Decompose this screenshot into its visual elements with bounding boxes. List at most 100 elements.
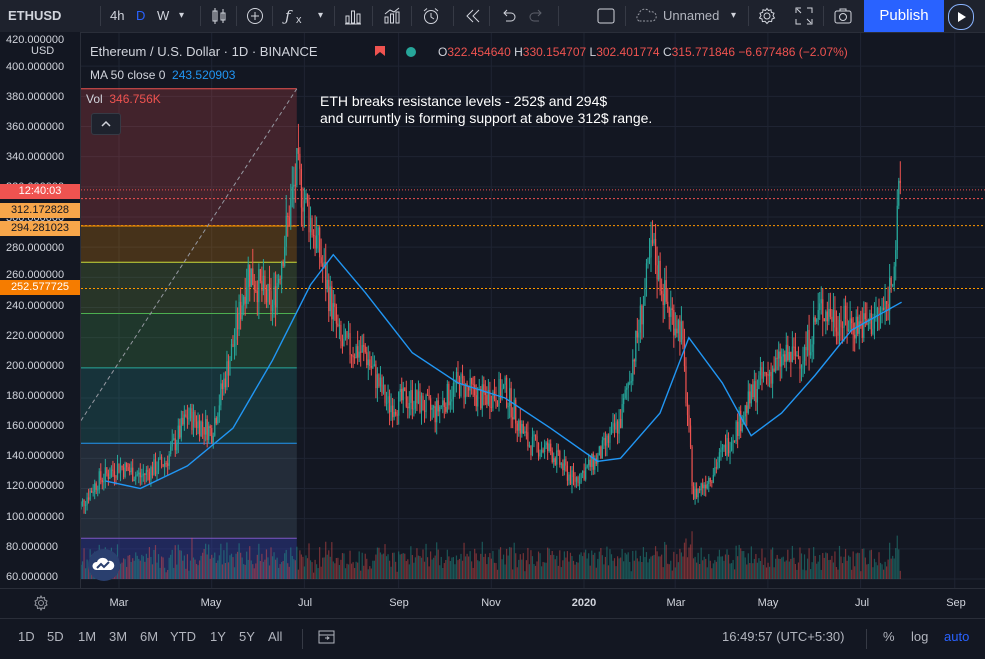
volume-bar	[233, 567, 236, 579]
candle-body	[323, 261, 325, 267]
volume-bar	[350, 563, 353, 579]
layout-dropdown-icon[interactable]: ▾	[731, 10, 737, 21]
volume-bar	[434, 555, 436, 579]
volume-bar	[129, 554, 131, 579]
auto-toggle[interactable]: auto	[944, 629, 970, 644]
financials-icon[interactable]	[344, 7, 362, 25]
candle-body	[202, 421, 204, 428]
range-all[interactable]: All	[268, 629, 283, 644]
candle-body	[762, 371, 765, 379]
price-axis[interactable]: 420.000000 USD 400.000000 380.000000 360…	[0, 32, 81, 588]
x-tick-label: Jul	[297, 597, 313, 609]
volume-bar	[176, 564, 178, 579]
interval-week[interactable]: W	[157, 8, 170, 23]
symbol-title[interactable]: Ethereum / U.S. Dollar · 1D · BINANCE	[90, 44, 318, 59]
candle-body	[554, 458, 556, 465]
clock-timezone[interactable]: 16:49:57 (UTC+5:30)	[722, 629, 845, 644]
volume-bar	[509, 547, 511, 579]
range-5y[interactable]: 5Y	[239, 629, 255, 644]
candle-body	[699, 489, 701, 491]
interval-dropdown-icon[interactable]: ▾	[179, 10, 185, 21]
log-toggle[interactable]: log	[911, 629, 929, 644]
fullscreen-box-icon[interactable]	[597, 7, 615, 25]
replay-icon[interactable]	[464, 7, 482, 25]
volume-bar	[320, 566, 322, 579]
symbol-search[interactable]: ETHUSD	[8, 8, 62, 23]
indicators-dropdown-icon[interactable]: ▾	[318, 10, 324, 21]
volume-bar	[395, 561, 397, 579]
axis-settings-icon[interactable]	[33, 595, 49, 611]
volume-bar	[474, 548, 476, 579]
redo-icon[interactable]	[528, 7, 546, 25]
fullscreen-icon[interactable]	[795, 7, 813, 25]
tradingview-logo[interactable]	[88, 549, 120, 581]
range-1m[interactable]: 1M	[78, 629, 97, 644]
volume-bar	[334, 563, 336, 579]
collapse-legend-button[interactable]	[91, 113, 121, 135]
ma-legend[interactable]: MA 50 close 0 243.520903	[90, 68, 236, 82]
candle-body	[872, 328, 874, 334]
candle-body	[373, 364, 375, 367]
interval-day[interactable]: D	[136, 8, 146, 23]
publish-play-button[interactable]	[948, 4, 974, 30]
volume-bar	[785, 560, 787, 579]
volume-bar	[174, 545, 176, 579]
volume-bar	[747, 553, 749, 579]
range-3m[interactable]: 3M	[109, 629, 128, 644]
chart-annotation[interactable]: ETH breaks resistance levels - 252$ and …	[320, 93, 652, 127]
candle-body	[507, 406, 509, 408]
volume-bar	[410, 546, 412, 579]
volume-bar	[507, 555, 509, 579]
camera-icon[interactable]	[834, 7, 852, 25]
x-tick-label: Mar	[666, 597, 686, 609]
volume-bar	[388, 560, 391, 579]
layout-name[interactable]: Unnamed	[663, 8, 720, 23]
volume-bar	[800, 553, 803, 579]
volume-bar	[195, 563, 198, 579]
range-1y[interactable]: 1Y	[210, 629, 226, 644]
volume-bar	[632, 550, 634, 579]
chart-style-candles-icon[interactable]	[210, 7, 228, 25]
date-range-icon[interactable]	[318, 629, 336, 645]
volume-bar	[601, 555, 603, 579]
volume-bar	[762, 564, 765, 579]
volume-bar	[554, 559, 556, 579]
candle-body	[270, 290, 272, 311]
candle-body	[782, 354, 784, 357]
volume-bar	[551, 550, 553, 579]
compare-add-icon[interactable]	[246, 7, 264, 25]
volume-bar	[854, 566, 856, 579]
volume-bar	[720, 556, 722, 579]
candle-body	[506, 377, 508, 407]
volume-bar	[817, 561, 819, 579]
candle-body	[265, 289, 268, 303]
range-5d[interactable]: 5D	[47, 629, 64, 644]
percent-toggle[interactable]: %	[883, 629, 895, 644]
range-6m[interactable]: 6M	[140, 629, 159, 644]
candle-body	[644, 288, 646, 306]
candle-body	[530, 445, 532, 456]
publish-button[interactable]: Publish	[864, 0, 944, 32]
volume-bar	[802, 569, 804, 579]
flag-icon[interactable]	[375, 46, 385, 56]
price-chart[interactable]	[81, 33, 985, 588]
candle-body	[274, 286, 277, 308]
time-axis[interactable]: Mar May Jul Sep Nov 2020 Mar May Jul Sep	[0, 588, 985, 619]
volume-bar	[382, 553, 385, 579]
volume-bar	[639, 555, 641, 579]
range-ytd[interactable]: YTD	[170, 629, 196, 644]
settings-gear-icon[interactable]	[758, 7, 776, 25]
candle-body	[98, 471, 100, 490]
templates-icon[interactable]	[383, 7, 401, 25]
candle-body	[367, 359, 369, 366]
candle-body	[419, 391, 421, 413]
y-tick-label: 140.000000	[6, 450, 65, 462]
alert-clock-icon[interactable]	[422, 7, 440, 25]
undo-icon[interactable]	[499, 7, 517, 25]
candle-body	[173, 438, 175, 440]
volume-bar	[407, 559, 409, 579]
volume-legend[interactable]: Vol 346.756K	[86, 92, 161, 106]
range-1d[interactable]: 1D	[18, 629, 35, 644]
interval-4h[interactable]: 4h	[110, 8, 125, 23]
indicators-fx-icon[interactable]: ƒ	[285, 7, 291, 25]
